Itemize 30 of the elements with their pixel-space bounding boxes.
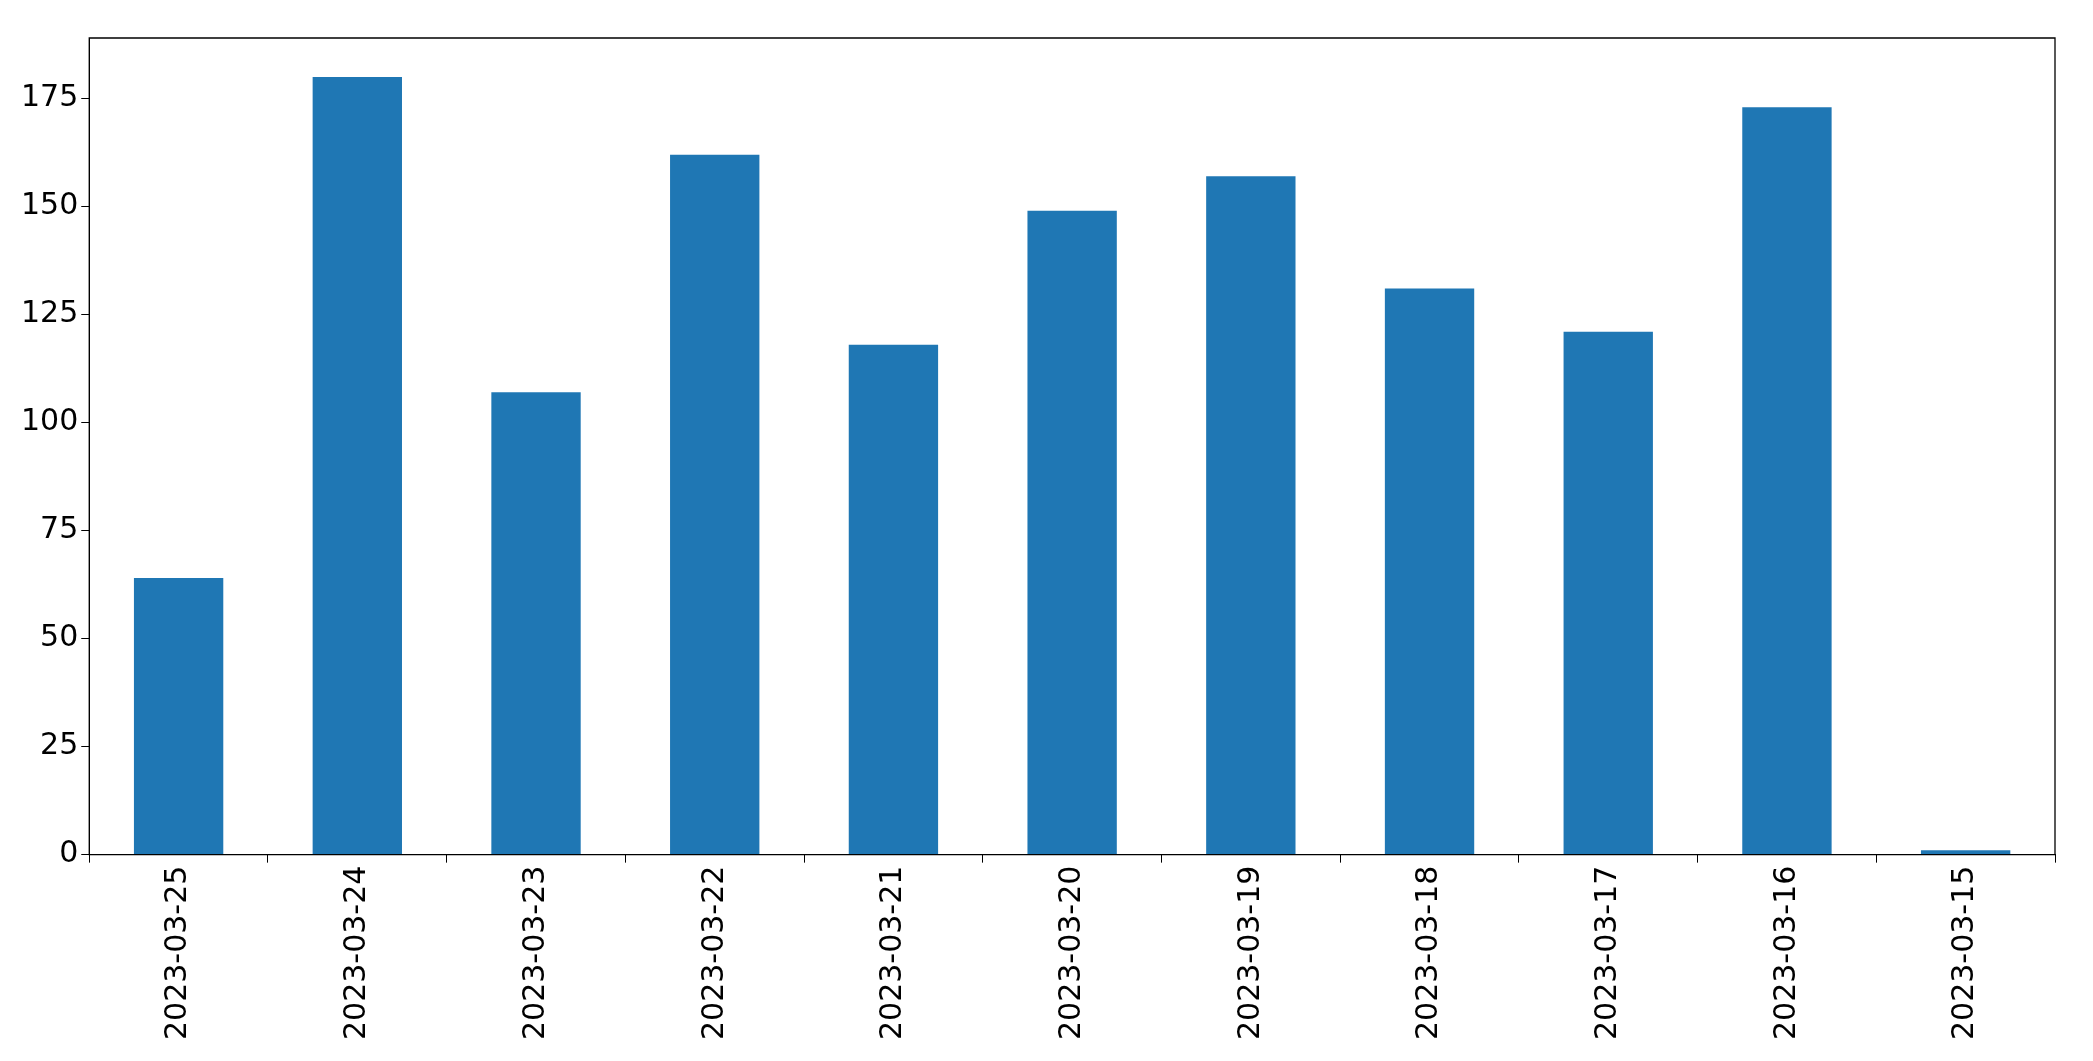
x-tick-label: 2023-03-23 <box>515 865 551 1041</box>
bar <box>848 344 939 855</box>
bar <box>1920 850 2011 855</box>
bar <box>133 578 224 855</box>
y-tick-label: 175 <box>21 78 79 114</box>
y-tick-label: 75 <box>40 510 79 546</box>
y-tick-label: 150 <box>21 186 79 222</box>
bar <box>1563 331 1653 855</box>
x-tick-label: 2023-03-18 <box>1409 865 1445 1041</box>
x-tick-label: 2023-03-16 <box>1766 865 1802 1041</box>
x-tick-label: 2023-03-15 <box>1945 865 1981 1041</box>
x-tick-label: 2023-03-21 <box>873 865 909 1041</box>
y-tick-label: 0 <box>59 834 79 870</box>
x-tick-label: 2023-03-25 <box>158 865 194 1041</box>
bar <box>1027 210 1117 855</box>
bar <box>670 154 760 855</box>
y-tick-label: 50 <box>40 618 79 654</box>
x-tick-label: 2023-03-22 <box>694 865 730 1041</box>
x-tick-label: 2023-03-24 <box>337 865 373 1041</box>
y-tick-label: 125 <box>21 294 79 330</box>
x-tick-label: 2023-03-17 <box>1588 865 1624 1041</box>
bar <box>1742 107 1832 855</box>
bar <box>491 392 581 855</box>
bar <box>1384 288 1475 855</box>
x-tick-label: 2023-03-20 <box>1051 865 1087 1041</box>
bar <box>312 76 402 855</box>
y-tick-label: 100 <box>21 402 79 438</box>
x-tick-label: 2023-03-19 <box>1230 865 1266 1041</box>
y-tick-label: 25 <box>40 726 79 762</box>
bar <box>1206 176 1296 855</box>
